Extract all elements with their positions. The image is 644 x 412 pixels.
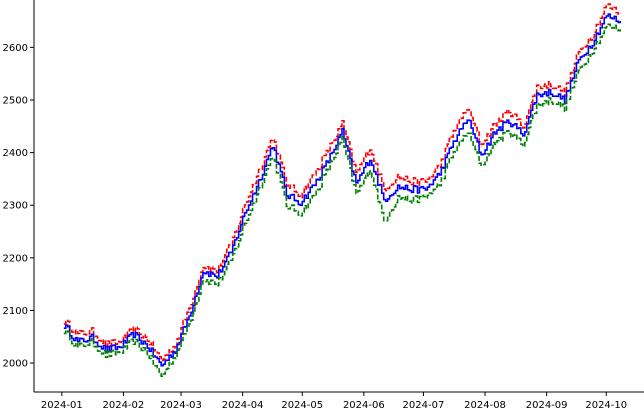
series-line-3 <box>63 23 621 378</box>
x-tick-label: 2024-08 <box>464 400 506 411</box>
x-tick-label: 2024-03 <box>160 400 202 411</box>
lines-layer <box>63 3 621 378</box>
x-tick-label: 2024-01 <box>41 400 83 411</box>
x-tick-label: 2024-04 <box>222 400 264 411</box>
y-tick-label: 2200 <box>3 253 28 264</box>
x-tick-label: 2024-10 <box>585 400 627 411</box>
x-tick-label: 2024-02 <box>103 400 145 411</box>
x-tick-label: 2024-09 <box>526 400 568 411</box>
x-tick-label: 2024-05 <box>281 400 323 411</box>
x-ticks: 2024-01 2024-02 2024-03 2024-04 2024-05 2024-… <box>41 392 627 411</box>
series-line-2 <box>63 13 621 367</box>
y-tick-label: 2400 <box>3 148 28 159</box>
series-line-1 <box>63 3 621 362</box>
axes <box>33 0 644 393</box>
y-tick-label: 2600 <box>3 43 28 54</box>
y-tick-label: 2300 <box>3 201 28 212</box>
y-tick-label: 2100 <box>3 306 28 317</box>
x-tick-label: 2024-06 <box>343 400 385 411</box>
y-tick-label: 2500 <box>3 95 28 106</box>
x-tick-label: 2024-07 <box>403 400 445 411</box>
y-tick-label: 2000 <box>3 359 28 370</box>
y-ticks: 2000 2100 2200 2300 2400 2500 2600 <box>3 43 34 370</box>
